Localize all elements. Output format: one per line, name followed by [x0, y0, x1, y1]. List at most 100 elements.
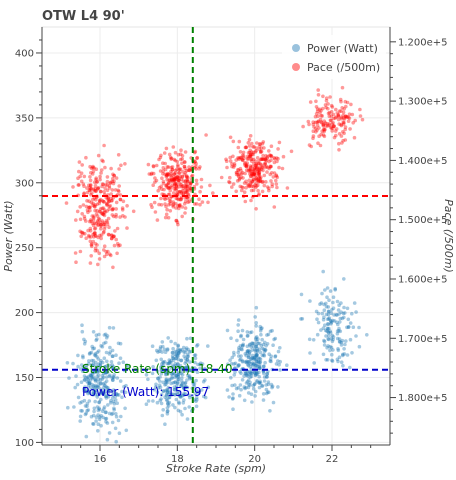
data-point: [101, 390, 106, 395]
data-point: [93, 352, 98, 356]
data-point: [104, 335, 109, 340]
data-point: [80, 212, 84, 216]
data-point: [244, 179, 248, 184]
data-point: [343, 114, 348, 119]
data-point: [316, 311, 321, 316]
data-point: [87, 391, 92, 395]
data-point: [175, 392, 180, 397]
data-point: [267, 186, 271, 191]
y-tick-label: 250: [15, 243, 34, 254]
data-point: [236, 167, 240, 172]
data-point: [260, 165, 265, 169]
data-point: [177, 171, 181, 175]
x-axis-label: Stroke Rate (spm): [166, 462, 266, 475]
data-point: [195, 370, 200, 375]
data-point: [255, 348, 260, 353]
data-point: [184, 189, 189, 193]
data-point: [82, 374, 87, 378]
data-point: [200, 388, 204, 392]
data-point: [194, 161, 198, 166]
data-point: [254, 167, 259, 171]
data-point: [88, 187, 93, 191]
data-point: [324, 304, 329, 309]
data-point: [248, 154, 253, 158]
data-point: [276, 156, 280, 161]
data-point: [347, 112, 352, 116]
data-point: [108, 180, 113, 185]
data-point: [323, 127, 327, 132]
data-point: [255, 352, 259, 357]
data-point: [92, 390, 97, 394]
data-point: [180, 379, 184, 384]
data-point: [274, 173, 279, 177]
data-point: [172, 388, 177, 392]
data-point: [164, 372, 169, 376]
data-point: [244, 381, 249, 385]
data-point: [257, 172, 261, 177]
data-point: [99, 391, 104, 395]
data-point: [176, 164, 180, 169]
data-point: [118, 197, 123, 202]
data-point: [270, 384, 275, 389]
data-point: [93, 204, 97, 209]
data-point: [158, 347, 163, 351]
data-point: [107, 431, 112, 435]
data-point: [260, 180, 265, 184]
data-point: [178, 202, 182, 207]
data-point: [300, 317, 305, 321]
data-point: [183, 186, 188, 190]
data-point: [104, 396, 109, 400]
data-point: [109, 236, 114, 241]
data-point: [190, 394, 194, 398]
data-point: [110, 213, 115, 217]
data-point: [77, 169, 81, 174]
data-point: [83, 412, 88, 417]
data-point: [188, 181, 192, 186]
data-point: [165, 174, 169, 178]
data-point: [337, 132, 342, 136]
data-point: [257, 161, 261, 166]
data-point: [249, 374, 254, 379]
data-point: [93, 203, 97, 207]
data-point: [169, 156, 174, 161]
data-point: [100, 360, 105, 365]
data-point: [92, 214, 96, 218]
data-point: [248, 174, 253, 179]
data-point: [254, 358, 258, 363]
data-point: [322, 343, 327, 347]
data-point: [177, 167, 182, 171]
data-point: [163, 197, 167, 202]
data-point: [323, 323, 327, 328]
data-point: [187, 168, 192, 173]
data-point: [173, 361, 177, 366]
data-point: [87, 381, 92, 385]
data-point: [181, 191, 186, 196]
data-point: [245, 349, 250, 354]
data-point: [236, 350, 240, 355]
data-point: [260, 141, 265, 146]
data-point: [258, 176, 263, 181]
data-point: [91, 362, 96, 366]
data-point: [161, 389, 166, 393]
data-point: [184, 359, 188, 364]
data-point: [331, 112, 336, 117]
data-point: [96, 357, 101, 361]
data-point: [248, 182, 253, 186]
data-point: [115, 392, 119, 397]
data-point: [197, 197, 201, 201]
data-point: [74, 218, 78, 222]
data-point: [111, 176, 115, 181]
data-point: [159, 393, 164, 397]
data-point: [188, 368, 193, 373]
data-point: [89, 373, 93, 378]
y-tick-label: 200: [15, 308, 34, 319]
data-point: [241, 342, 245, 347]
data-point: [307, 337, 312, 342]
data-point: [354, 334, 358, 338]
data-point: [343, 125, 348, 129]
data-point: [96, 153, 101, 158]
data-point: [265, 390, 270, 394]
data-point: [174, 384, 179, 388]
data-point: [248, 370, 253, 375]
data-point: [157, 202, 161, 207]
